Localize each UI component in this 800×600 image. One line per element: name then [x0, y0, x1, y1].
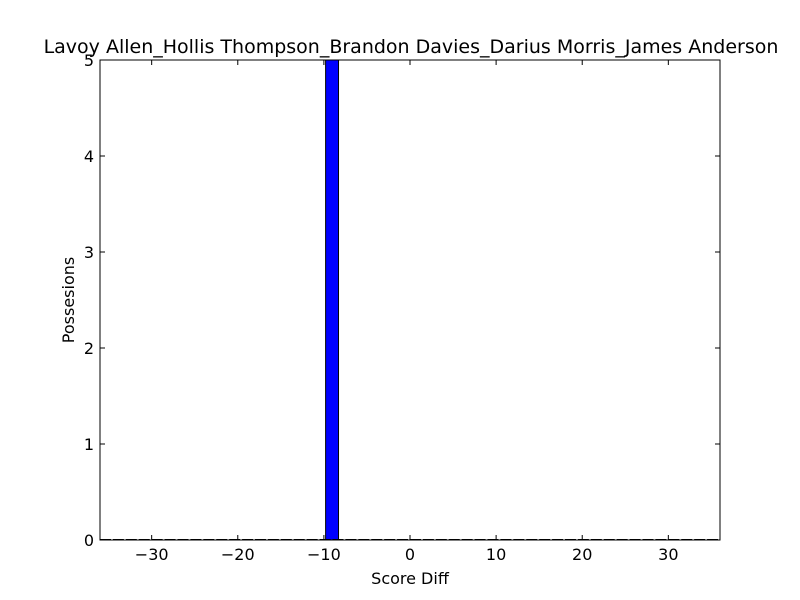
y-tick-label: 2 — [84, 339, 94, 358]
x-tick-label: −10 — [307, 545, 341, 564]
x-tick-label: 30 — [658, 545, 678, 564]
x-tick-label: 0 — [405, 545, 415, 564]
chart-title: Lavoy Allen_Hollis Thompson_Brandon Davi… — [44, 36, 779, 58]
x-tick-label: −20 — [221, 545, 255, 564]
y-axis-ticks: 0 1 2 3 4 5 — [84, 51, 720, 550]
y-tick-label: 4 — [84, 147, 94, 166]
plot-area-frame — [99, 59, 721, 541]
y-axis-label: Possesions — [59, 257, 78, 343]
x-axis-label: Score Diff — [371, 569, 450, 588]
bars-group — [325, 59, 340, 541]
y-tick-label: 3 — [84, 243, 94, 262]
x-axis-ticks: −30 −20 −10 0 10 20 30 — [135, 60, 679, 564]
x-tick-label: 20 — [572, 545, 592, 564]
x-tick-label: −30 — [135, 545, 169, 564]
x-tick-label: 10 — [486, 545, 506, 564]
bar-0 — [325, 59, 340, 541]
y-tick-label: 5 — [84, 51, 94, 70]
y-tick-label: 1 — [84, 435, 94, 454]
y-tick-label: 0 — [84, 531, 94, 550]
